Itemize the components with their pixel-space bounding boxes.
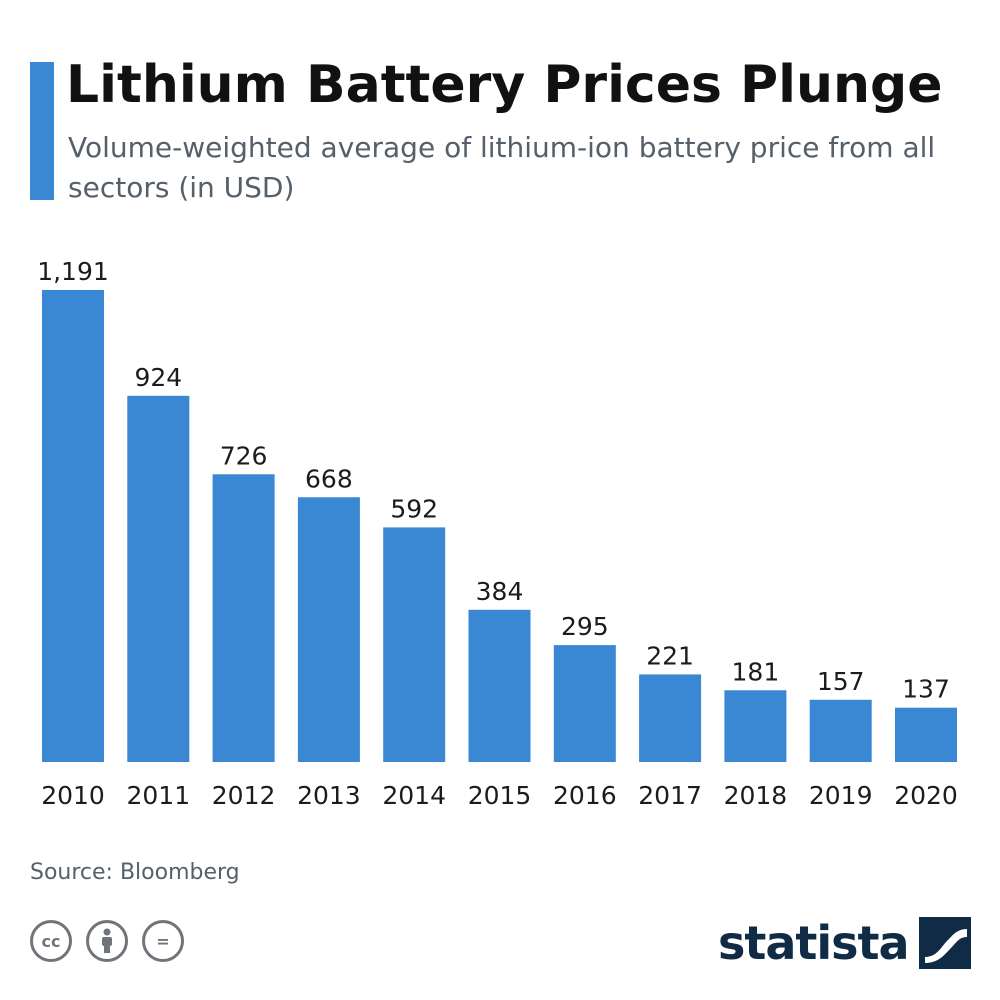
bar-2011 [127, 395, 190, 762]
bar-2013 [297, 497, 360, 762]
nd-icon[interactable]: = [142, 920, 184, 962]
source-note: Source: Bloomberg [30, 860, 240, 885]
value-label-2010: 1,191 [37, 257, 109, 286]
by-icon[interactable] [86, 920, 128, 962]
value-label-2013: 668 [305, 464, 353, 493]
x-tick-label-2018: 2018 [724, 781, 788, 810]
x-tick-label-2017: 2017 [638, 781, 702, 810]
bar-2014 [383, 527, 446, 762]
statista-logo-icon [918, 917, 971, 969]
cc-glyph: cc [41, 931, 61, 951]
license-icons: cc = [30, 920, 184, 962]
page-subtitle: Volume-weighted average of lithium-ion b… [68, 131, 936, 204]
bar-2019 [809, 699, 872, 762]
value-label-2016: 295 [561, 612, 609, 641]
x-tick-label-2010: 2010 [41, 781, 105, 810]
bar-2010 [42, 290, 104, 762]
value-label-2020: 137 [902, 675, 950, 704]
value-label-2018: 181 [732, 657, 780, 686]
bar-2017 [639, 674, 702, 762]
value-label-2014: 592 [390, 494, 438, 523]
x-tick-label-2020: 2020 [894, 781, 958, 810]
x-tick-label-2011: 2011 [126, 781, 190, 810]
bar-2012 [212, 474, 275, 762]
value-label-2012: 726 [220, 441, 268, 470]
page-title: Lithium Battery Prices Plunge [66, 55, 943, 115]
bar-2016 [553, 645, 616, 762]
x-tick-label-2016: 2016 [553, 781, 617, 810]
person-icon [102, 928, 112, 953]
bar-2020 [895, 707, 957, 762]
value-label-2019: 157 [817, 667, 865, 696]
bar-2018 [724, 690, 787, 762]
x-tick-label-2014: 2014 [382, 781, 446, 810]
value-label-2017: 221 [646, 641, 694, 670]
x-tick-label-2012: 2012 [212, 781, 276, 810]
x-tick-label-2015: 2015 [468, 781, 532, 810]
cc-icon[interactable]: cc [30, 920, 72, 962]
title-accent-bar [30, 62, 54, 200]
value-label-2011: 924 [134, 363, 182, 392]
value-label-2015: 384 [476, 577, 524, 606]
statista-brand[interactable]: statista [718, 908, 971, 978]
brand-name: statista [718, 916, 910, 970]
nd-glyph: = [156, 931, 170, 951]
x-tick-label-2013: 2013 [297, 781, 361, 810]
bar-2015 [468, 609, 531, 762]
bar-chart: 1,191 2010 924 2011 726 2012 668 2013 592 2014 384… [37, 257, 958, 810]
x-tick-label-2019: 2019 [809, 781, 873, 810]
